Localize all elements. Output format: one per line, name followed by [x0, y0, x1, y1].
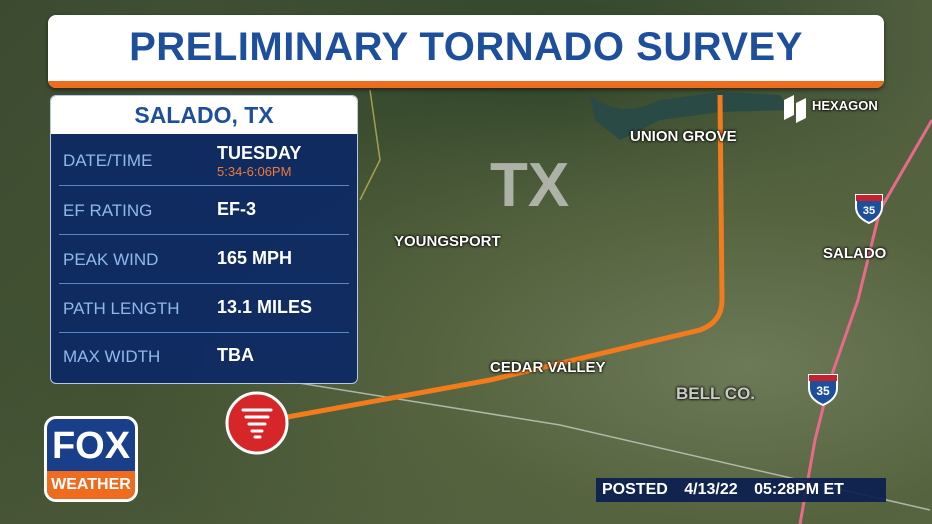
row-label: PATH LENGTH — [63, 299, 180, 318]
tornado-icon — [225, 391, 289, 455]
shield-number: 35 — [816, 384, 830, 398]
place-label: SALADO — [823, 245, 887, 262]
row-label: DATE/TIME — [63, 151, 153, 170]
posted-date: 4/13/22 — [684, 481, 738, 498]
row-detail: 5:34-6:06PM — [217, 164, 292, 179]
info-row: DATE/TIME TUESDAY 5:34-6:06PM — [51, 136, 357, 184]
tornado-path — [281, 94, 725, 421]
separator — [59, 332, 349, 333]
county-label: BELL CO. — [676, 384, 756, 403]
highway-shield: 35 — [808, 374, 838, 407]
posted-bar: POSTED 4/13/22 05:28PM ET — [596, 478, 886, 502]
header-stripe — [48, 81, 884, 88]
row-value: TUESDAY — [217, 143, 302, 163]
logo: FOX WEATHER — [44, 416, 138, 502]
highway — [798, 119, 932, 524]
info-row: EF RATING EF-3 — [51, 186, 357, 234]
road — [359, 89, 381, 201]
row-value: 165 MPH — [217, 248, 293, 268]
title: PRELIMINARY TORNADO SURVEY — [129, 25, 803, 69]
shield-number: 35 — [863, 205, 875, 217]
logo-top: FOX — [51, 425, 131, 467]
row-value: 13.1 MILES — [217, 297, 313, 317]
header: PRELIMINARY TORNADO SURVEY — [48, 15, 884, 88]
state-label: TX — [490, 151, 570, 220]
row-value: EF-3 — [217, 199, 257, 219]
separator — [59, 185, 349, 186]
location: SALADO, TX — [51, 96, 357, 134]
info-row: PATH LENGTH 13.1 MILES — [51, 284, 357, 332]
map-credit: HEXAGON — [812, 98, 878, 113]
separator — [59, 234, 349, 235]
place-label: YOUNGSPORT — [394, 233, 501, 250]
row-label: EF RATING — [63, 201, 153, 220]
place-label: CEDAR VALLEY — [490, 359, 606, 376]
lake — [590, 92, 790, 140]
separator — [59, 283, 349, 284]
info-panel: SALADO, TX DATE/TIME TUESDAY 5:34-6:06PM… — [50, 95, 358, 384]
row-label: PEAK WIND — [63, 250, 159, 269]
place-label: UNION GROVE — [630, 128, 737, 145]
highway-shield: 35 — [855, 194, 883, 225]
credit-icon — [784, 95, 806, 123]
posted-time: 05:28PM ET — [754, 481, 844, 498]
logo-bottom: WEATHER — [47, 471, 135, 499]
row-value: TBA — [217, 345, 254, 365]
posted-label: POSTED — [602, 481, 668, 498]
row-label: MAX WIDTH — [63, 347, 161, 366]
info-row: MAX WIDTH TBA — [51, 332, 357, 380]
info-row: PEAK WIND 165 MPH — [51, 235, 357, 283]
